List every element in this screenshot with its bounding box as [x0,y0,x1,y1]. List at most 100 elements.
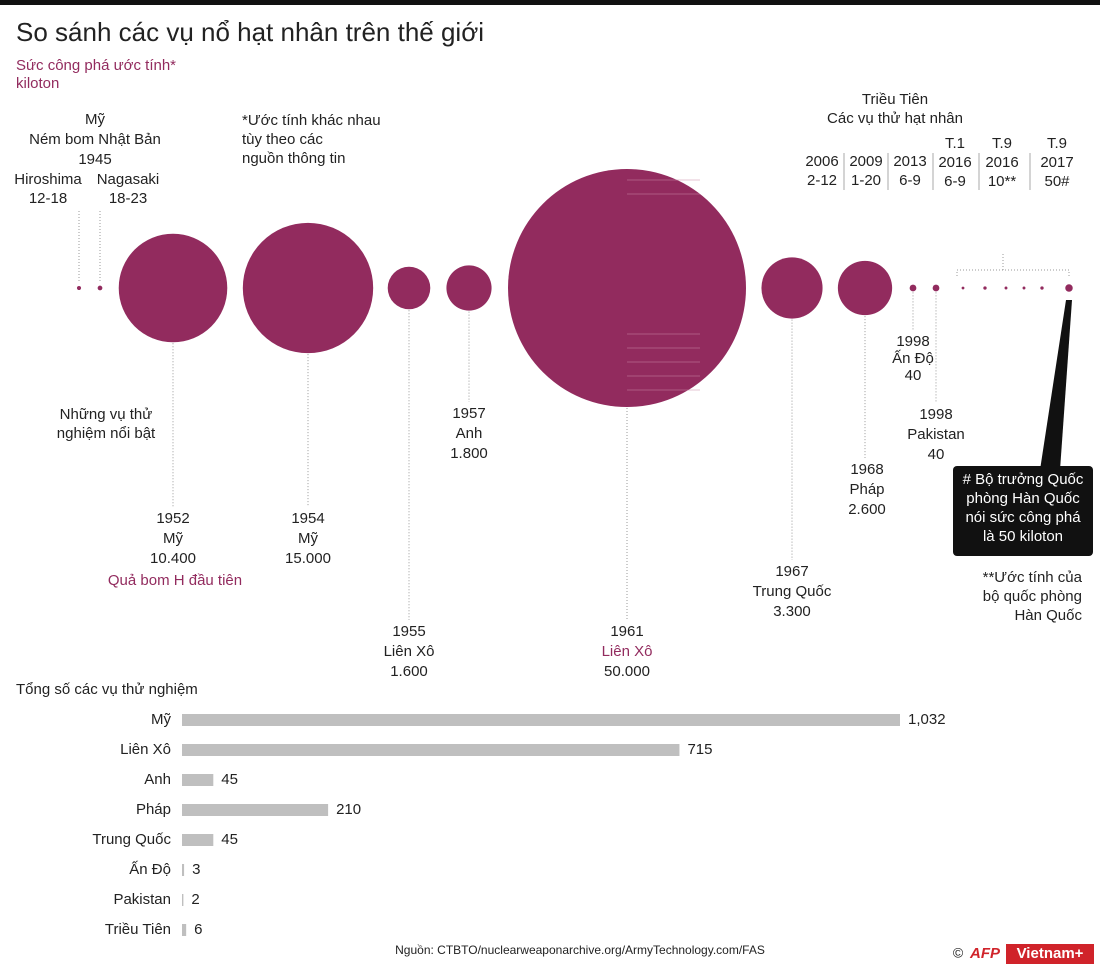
bar [182,924,187,936]
bar-value: 3 [192,861,200,878]
bar [182,864,185,876]
bar-category: Triều Tiên [105,921,171,938]
value-label: 6-9 [899,172,921,189]
bar [182,774,214,786]
bar [182,834,214,846]
bar-category: Anh [144,771,171,788]
country-label: Ấn Độ [892,350,934,367]
logo-box [1006,944,1094,964]
year-label: 2016 [938,154,971,171]
bubble [1004,286,1008,290]
value-label: 18-23 [109,190,147,207]
value-label: 40 [905,367,922,384]
bracket [956,254,1070,276]
callout-text: phòng Hàn Quốc [966,490,1080,507]
bar-value: 210 [336,801,361,818]
year-label: 2013 [893,153,926,170]
bar [182,804,329,816]
annotation: nghiệm nổi bật [57,425,156,442]
footnote: **Ước tính của [983,569,1083,586]
value-label: 50# [1044,173,1070,190]
month-label: T.9 [992,135,1012,152]
agency-logo: Vietnam+ [1017,945,1084,962]
value-label: 15.000 [285,550,331,567]
group-label: Các vụ thử hạt nhân [827,110,963,127]
bubble [961,286,965,290]
bubble [446,265,492,311]
bubble [76,285,82,291]
country-label: Anh [456,425,483,442]
source: Nguồn: CTBTO/nuclearweaponarchive.org/Ar… [395,943,765,957]
bubble [387,266,431,310]
annotation: Những vụ thử [60,406,153,423]
value-label: 1-20 [851,172,881,189]
year-label: 1961 [610,623,643,640]
group-label: Ném bom Nhật Bản [29,131,161,148]
bar-value: 715 [687,741,712,758]
year-label: 2006 [805,153,838,170]
bubble [909,284,917,292]
bubble [508,169,746,407]
callout-box [953,466,1093,556]
year-label: Hiroshima [14,171,82,188]
year-label: 1968 [850,461,883,478]
year-label: 1957 [452,405,485,422]
value-label: 2-12 [807,172,837,189]
year-label: Nagasaki [97,171,160,188]
highlight-note: Quả bom H đầu tiên [108,572,242,589]
value-label: 10.400 [150,550,196,567]
bar-value: 2 [191,891,199,908]
bar-value: 1,032 [908,711,946,728]
callout-text: nói sức công phá [965,509,1081,526]
year-label: 2009 [849,153,882,170]
bar-category: Pakistan [113,891,171,908]
year-label: 1954 [291,510,324,527]
value-label: 6-9 [944,173,966,190]
year-label: 1955 [392,623,425,640]
value-label: 3.300 [773,603,811,620]
group-label: Mỹ [85,111,105,128]
country-label: Liên Xô [384,643,435,660]
bubble [837,260,893,316]
country-label: Pháp [849,481,884,498]
bubble [97,285,103,291]
bar-value: 45 [221,771,238,788]
bar-category: Mỹ [151,711,171,728]
bubble [118,233,228,343]
subtitle: Sức công phá ước tính* [16,57,176,74]
value-label: 2.600 [848,501,886,518]
unit: kiloton [16,75,59,92]
bar-title: Tổng số các vụ thử nghiệm [16,681,198,698]
note: *Ước tính khác nhau [242,112,381,129]
bar [182,894,184,906]
year-label: 2017 [1040,154,1073,171]
bar-category: Liên Xô [120,741,171,758]
group-label: 1945 [78,151,111,168]
title: So sánh các vụ nổ hạt nhân trên thế giới [16,17,484,47]
bubble [761,257,823,319]
copyright: © [953,945,964,961]
bar-category: Ấn Độ [129,861,171,878]
year-label: 1998 [896,333,929,350]
bubble [242,222,374,354]
bar-category: Pháp [136,801,171,818]
callout-text: là 50 kiloton [983,528,1063,545]
group-label: Triều Tiên [862,91,928,108]
callout-pointer [1040,300,1072,470]
footnote: bộ quốc phòng [983,588,1082,605]
bar [182,714,900,726]
year-label: 1952 [156,510,189,527]
year-label: 2016 [985,154,1018,171]
bar-category: Trung Quốc [92,831,171,848]
value-label: 40 [928,446,945,463]
month-label: T.1 [945,135,965,152]
callout-text: # Bộ trưởng Quốc [963,471,1084,488]
month-label: T.9 [1047,135,1067,152]
value-label: 1.600 [390,663,428,680]
country-label: Trung Quốc [753,583,832,600]
note: tùy theo các [242,131,323,148]
top-bar [0,0,1100,5]
country-label: Mỹ [298,530,318,547]
bar-value: 45 [221,831,238,848]
